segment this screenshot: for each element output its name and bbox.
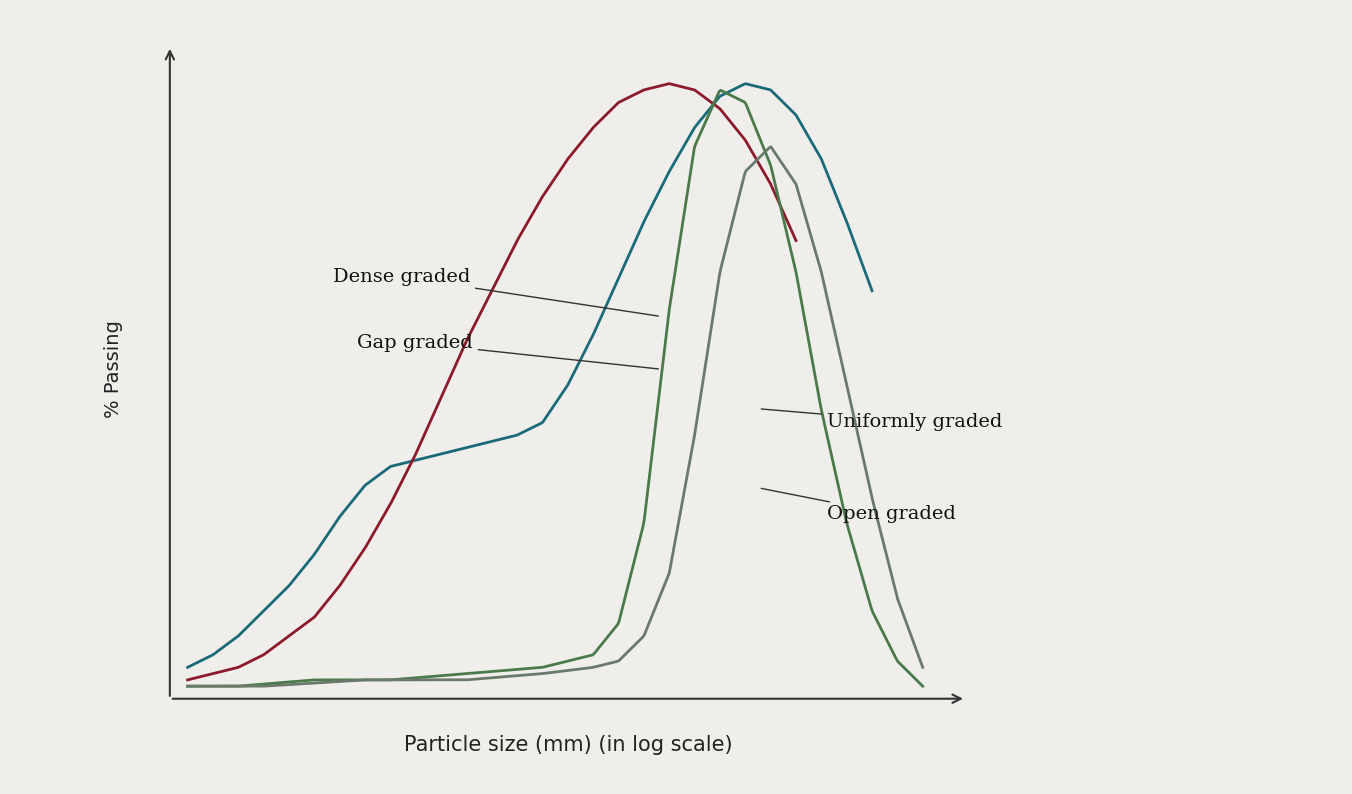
Text: Particle size (mm) (in log scale): Particle size (mm) (in log scale) bbox=[403, 735, 733, 755]
Text: % Passing: % Passing bbox=[104, 320, 123, 418]
Text: Open graded: Open graded bbox=[761, 488, 956, 523]
Text: Dense graded: Dense graded bbox=[333, 268, 658, 316]
Text: Uniformly graded: Uniformly graded bbox=[761, 409, 1003, 431]
Text: Gap graded: Gap graded bbox=[357, 333, 658, 369]
